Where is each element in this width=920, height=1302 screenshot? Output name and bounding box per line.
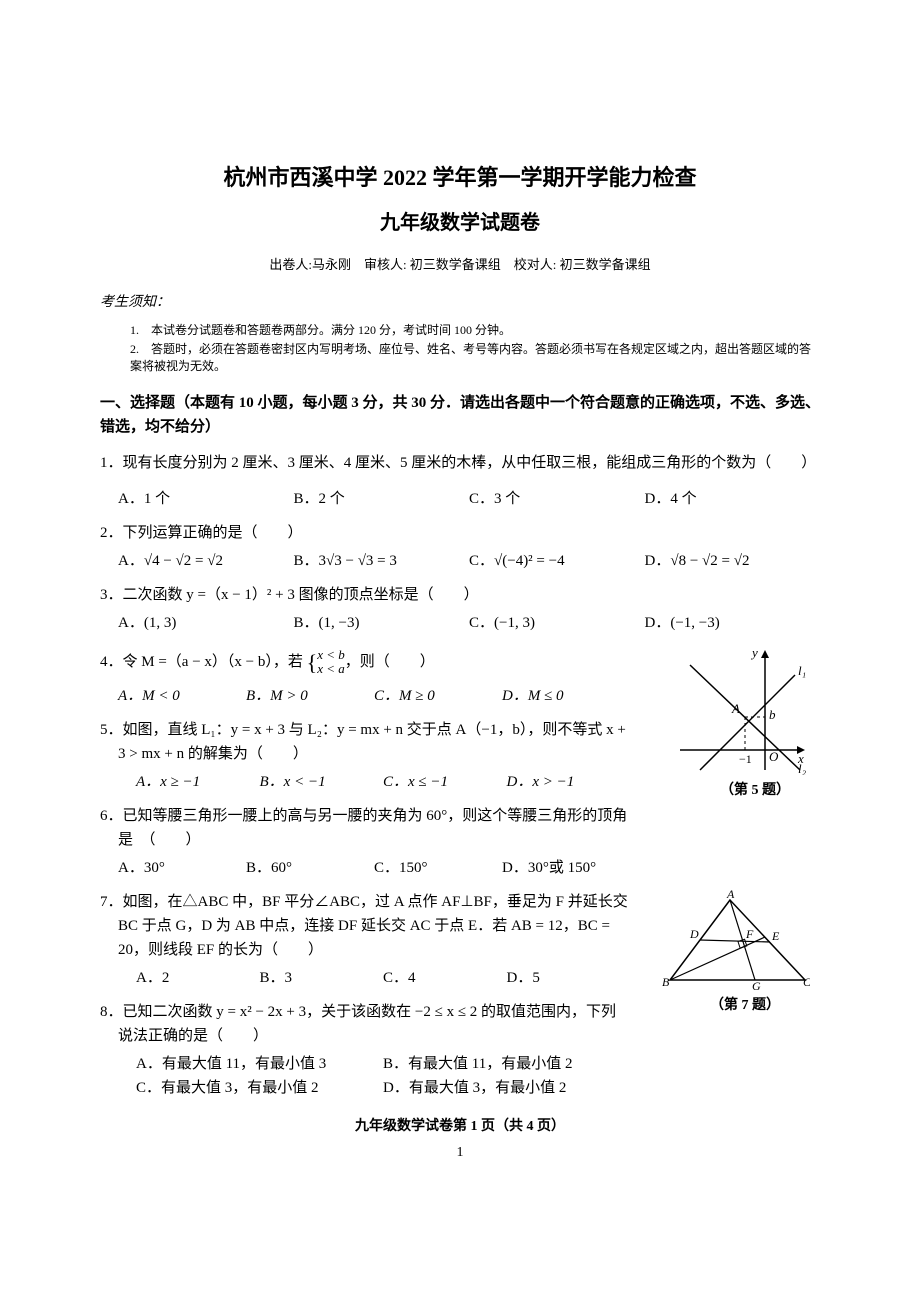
option-b: B．x < −1 xyxy=(260,770,384,794)
figure-q5: A b −1 O x y l₁ l₂ xyxy=(670,645,810,775)
svg-text:B: B xyxy=(662,975,670,989)
question-stem: 1．现有长度分别为 2 厘米、3 厘米、4 厘米、5 厘米的木棒，从中任取三根，… xyxy=(100,451,820,475)
svg-text:G: G xyxy=(752,979,761,990)
svg-text:−1: −1 xyxy=(739,752,752,766)
option-c: C．有最大值 3，有最小值 2 xyxy=(136,1076,383,1100)
question-7: 7．如图，在△ABC 中，BF 平分∠ABC，过 A 点作 AF⊥BF，垂足为 … xyxy=(100,890,630,990)
svg-text:A: A xyxy=(731,701,740,716)
question-2: 2．下列运算正确的是（ ） A．√4 − √2 = √2 B．3√3 − √3 … xyxy=(100,521,820,573)
option-a: A．30° xyxy=(118,856,246,880)
option-d: D．√8 − √2 = √2 xyxy=(645,549,821,573)
page-footer: 九年级数学试卷第 1 页（共 4 页） xyxy=(100,1116,820,1138)
option-c: C．M ≥ 0 xyxy=(374,684,502,708)
option-c: C．4 xyxy=(383,966,507,990)
question-6: 6．已知等腰三角形一腰上的高与另一腰的夹角为 60°，则这个等腰三角形的顶角是 … xyxy=(100,804,630,880)
cond-bot: x < a xyxy=(317,662,345,676)
svg-text:l₂: l₂ xyxy=(798,761,807,775)
option-d: D．M ≤ 0 xyxy=(502,684,630,708)
option-d: D．x > −1 xyxy=(507,770,631,794)
option-b: B．有最大值 11，有最小值 2 xyxy=(383,1052,630,1076)
option-a: A．x ≥ −1 xyxy=(136,770,260,794)
option-c: C．x ≤ −1 xyxy=(383,770,507,794)
question-stem: 7．如图，在△ABC 中，BF 平分∠ABC，过 A 点作 AF⊥BF，垂足为 … xyxy=(100,890,630,962)
svg-text:E: E xyxy=(771,929,780,943)
option-b: B．3 xyxy=(260,966,384,990)
option-b: B．3√3 − √3 = 3 xyxy=(294,549,470,573)
option-c: C．(−1, 3) xyxy=(469,611,645,635)
option-a: A．(1, 3) xyxy=(118,611,294,635)
svg-text:F: F xyxy=(745,927,754,941)
cond-top: x < b xyxy=(317,648,345,662)
notice-label: 考生须知： xyxy=(100,292,820,314)
staff-line: 出卷人:马永刚 审核人: 初三数学备课组 校对人: 初三数学备课组 xyxy=(100,255,820,276)
option-a: A．有最大值 11，有最小值 3 xyxy=(136,1052,383,1076)
title-main: 杭州市西溪中学 2022 学年第一学期开学能力检查 xyxy=(100,160,820,195)
notice-item: 2. 答题时，必须在答题卷密封区内写明考场、座位号、姓名、考号等内容。答题必须书… xyxy=(130,341,820,375)
option-b: B．2 个 xyxy=(294,487,470,511)
option-c: C．3 个 xyxy=(469,487,645,511)
figure-q7-caption: （第 7 题） xyxy=(710,995,780,1017)
svg-text:C: C xyxy=(803,975,810,989)
notice-item: 1. 本试卷分试题卷和答题卷两部分。满分 120 分，考试时间 100 分钟。 xyxy=(130,322,820,339)
option-d: D．4 个 xyxy=(645,487,821,511)
question-stem: 3．二次函数 y =（x − 1）² + 3 图像的顶点坐标是（ ） xyxy=(100,583,820,607)
question-stem: 5．如图，直线 L₁：y = x + 3 与 L₂：y = mx + n 交于点… xyxy=(100,718,630,766)
title-sub: 九年级数学试题卷 xyxy=(100,207,820,239)
question-3: 3．二次函数 y =（x − 1）² + 3 图像的顶点坐标是（ ） A．(1,… xyxy=(100,583,820,635)
option-b: B．60° xyxy=(246,856,374,880)
option-c: C．√(−4)² = −4 xyxy=(469,549,645,573)
option-a: A．1 个 xyxy=(118,487,294,511)
option-c: C．150° xyxy=(374,856,502,880)
option-d: D．5 xyxy=(507,966,631,990)
section-header: 一、选择题（本题有 10 小题，每小题 3 分，共 30 分．请选出各题中一个符… xyxy=(100,391,820,439)
option-d: D．(−1, −3) xyxy=(645,611,821,635)
question-1: 1．现有长度分别为 2 厘米、3 厘米、4 厘米、5 厘米的木棒，从中任取三根，… xyxy=(100,451,820,511)
option-a: A．2 xyxy=(136,966,260,990)
svg-text:A: A xyxy=(726,890,735,901)
question-stem: 4．令 M =（a − x）（x − b），若 { x < b x < a ，则… xyxy=(100,645,630,680)
question-4: 4．令 M =（a − x）（x − b），若 { x < b x < a ，则… xyxy=(100,645,630,708)
stem-prefix: 4．令 M =（a − x）（x − b），若 xyxy=(100,654,303,670)
option-a: A．√4 − √2 = √2 xyxy=(118,549,294,573)
question-stem: 6．已知等腰三角形一腰上的高与另一腰的夹角为 60°，则这个等腰三角形的顶角是 … xyxy=(100,804,630,852)
question-5: 5．如图，直线 L₁：y = x + 3 与 L₂：y = mx + n 交于点… xyxy=(100,718,630,794)
svg-text:O: O xyxy=(769,749,779,764)
option-d: D．30°或 150° xyxy=(502,856,630,880)
option-d: D．有最大值 3，有最小值 2 xyxy=(383,1076,630,1100)
svg-text:D: D xyxy=(689,927,699,941)
option-b: B．M > 0 xyxy=(246,684,374,708)
svg-text:y: y xyxy=(750,645,758,660)
option-b: B．(1, −3) xyxy=(294,611,470,635)
question-stem: 8．已知二次函数 y = x² − 2x + 3，关于该函数在 −2 ≤ x ≤… xyxy=(100,1000,630,1048)
stem-suffix: ，则（ ） xyxy=(345,654,435,670)
option-a: A．M < 0 xyxy=(118,684,246,708)
page-number: 1 xyxy=(100,1142,820,1164)
figure-q5-caption: （第 5 题） xyxy=(720,780,790,802)
svg-text:b: b xyxy=(769,707,776,722)
figure-q7: A B C D E F G xyxy=(660,890,810,990)
svg-text:l₁: l₁ xyxy=(798,663,806,678)
question-stem: 2．下列运算正确的是（ ） xyxy=(100,521,820,545)
notice-list: 1. 本试卷分试题卷和答题卷两部分。满分 120 分，考试时间 100 分钟。 … xyxy=(100,322,820,374)
question-8: 8．已知二次函数 y = x² − 2x + 3，关于该函数在 −2 ≤ x ≤… xyxy=(100,1000,630,1100)
